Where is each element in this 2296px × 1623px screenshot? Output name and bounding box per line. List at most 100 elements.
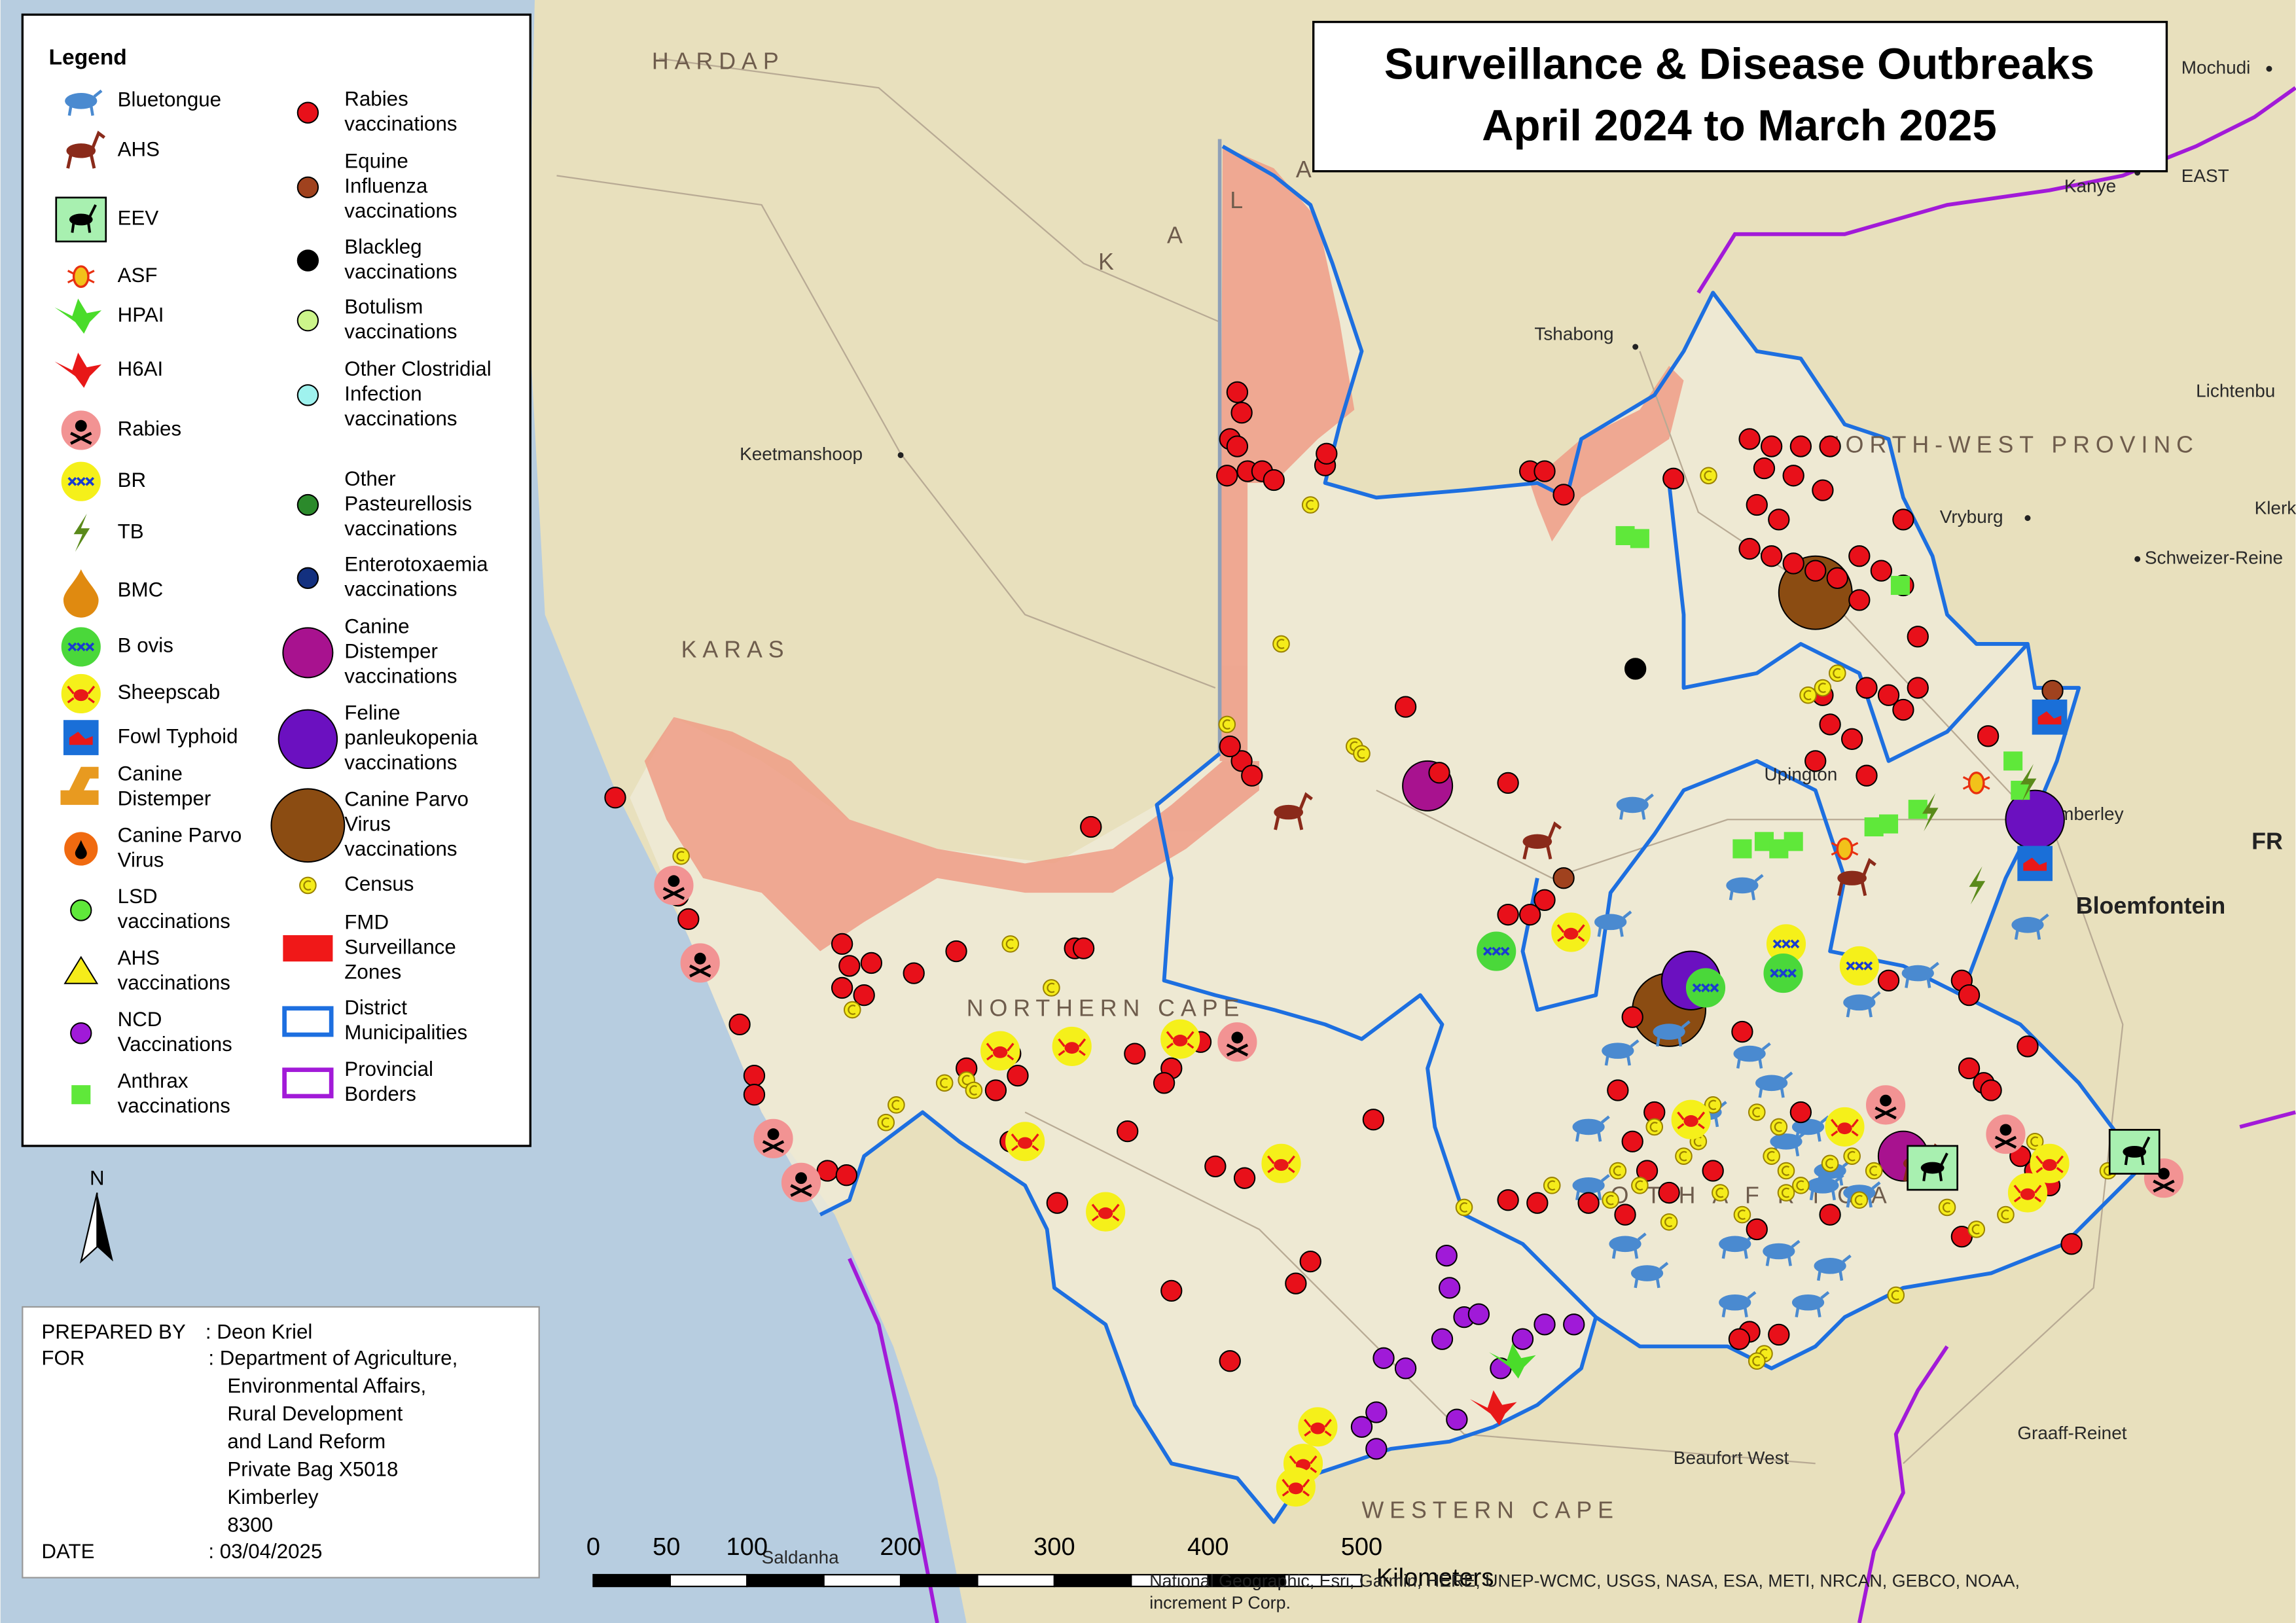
symbol bbox=[1748, 1352, 1766, 1370]
symbol-mark bbox=[1942, 1202, 1951, 1213]
map-marker bbox=[1731, 1020, 1753, 1043]
symbol-mark bbox=[2037, 711, 2062, 724]
symbol bbox=[1272, 635, 1290, 653]
symbol-mark bbox=[1166, 1031, 1194, 1049]
map-marker bbox=[2026, 1132, 2044, 1150]
symbol-mark bbox=[1922, 1152, 1948, 1181]
symbol bbox=[1204, 1155, 1227, 1177]
symbol-mark bbox=[1710, 983, 1719, 993]
legend-label: vaccinations bbox=[344, 407, 457, 430]
map-marker bbox=[860, 952, 883, 974]
map-marker bbox=[1563, 1313, 1585, 1336]
symbol bbox=[1755, 1075, 1788, 1092]
legend-label: AHS bbox=[118, 138, 160, 161]
map-marker bbox=[1768, 508, 1790, 531]
symbol bbox=[2017, 1035, 2039, 1058]
symbol-mark bbox=[1564, 927, 1579, 940]
symbol-mark bbox=[1847, 1150, 1856, 1162]
symbol-mark bbox=[1816, 1254, 1852, 1281]
symbol bbox=[1887, 1286, 1905, 1304]
symbol bbox=[1770, 1133, 1803, 1150]
symbol bbox=[1804, 560, 1827, 582]
legend-label: vaccinations bbox=[344, 751, 457, 774]
symbol bbox=[1046, 1192, 1069, 1214]
map-marker bbox=[1602, 1191, 1619, 1209]
town-dot bbox=[2134, 556, 2141, 562]
legend-label: ASF bbox=[118, 264, 158, 287]
symbol-mark bbox=[1837, 1122, 1852, 1135]
map-marker bbox=[1675, 1147, 1693, 1165]
map-marker bbox=[1977, 725, 2000, 747]
credit-value: and Land Reform bbox=[227, 1430, 386, 1453]
map-markers bbox=[604, 381, 2184, 1507]
symbol bbox=[1350, 1416, 1373, 1438]
map-marker bbox=[1662, 467, 1685, 490]
symbol-mark bbox=[71, 204, 97, 233]
map-marker bbox=[1877, 684, 1900, 706]
symbol bbox=[1602, 1043, 1634, 1059]
district-border bbox=[819, 145, 2154, 1524]
provincial-border bbox=[2239, 1110, 2296, 1129]
legend: Legend Bluetongue AHS EEV ASF HPAI H6AI Rabies… bbox=[21, 13, 531, 1147]
town-dot bbox=[897, 452, 904, 458]
symbol bbox=[1892, 698, 1914, 721]
region-label: HARDAP bbox=[652, 48, 785, 75]
map-marker bbox=[1843, 1147, 1861, 1165]
north-label: N bbox=[90, 1167, 105, 1190]
symbol-mark bbox=[76, 642, 86, 652]
symbol-mark bbox=[1971, 1224, 1980, 1235]
symbol-mark bbox=[1787, 969, 1797, 978]
symbol bbox=[1738, 428, 1761, 450]
place-labels: HARDAP Keetmanshoop KARAS K A L A Tshabong Mochu… bbox=[652, 48, 2296, 1567]
map-marker bbox=[1552, 484, 1575, 506]
legend-label: AHS bbox=[118, 946, 160, 969]
fmd-zone bbox=[644, 717, 1259, 952]
legend-label: Census bbox=[344, 872, 414, 895]
symbol-mark bbox=[1310, 1422, 1325, 1435]
symbol bbox=[1263, 469, 1285, 491]
symbol-mark bbox=[676, 851, 685, 862]
town-label: FR bbox=[2251, 829, 2283, 855]
map-marker bbox=[1792, 1177, 1810, 1194]
symbol-mark bbox=[891, 1099, 900, 1111]
symbol bbox=[672, 847, 690, 865]
region-label: KARAS bbox=[681, 637, 790, 663]
town-label: EAST bbox=[2181, 166, 2229, 186]
legend-label: TB bbox=[118, 520, 144, 543]
symbol-mark bbox=[1357, 748, 1365, 759]
symbol bbox=[1117, 1120, 1139, 1143]
map-marker bbox=[1274, 792, 1313, 830]
map-marker bbox=[781, 1162, 821, 1202]
symbol bbox=[1365, 1401, 1388, 1423]
symbol-mark bbox=[1575, 1173, 1610, 1201]
symbol bbox=[1522, 834, 1552, 849]
symbol bbox=[1511, 1328, 1534, 1350]
symbol-mark bbox=[1803, 690, 1812, 701]
symbol-mark bbox=[1920, 1162, 1945, 1174]
symbol-mark bbox=[1091, 1204, 1120, 1222]
symbol-mark bbox=[67, 685, 96, 704]
town-dot bbox=[2024, 515, 2031, 522]
map-marker bbox=[1821, 1154, 1839, 1173]
map-marker bbox=[1316, 442, 1338, 465]
legend-label: Vaccinations bbox=[118, 1033, 232, 1056]
symbol-mark bbox=[1611, 1232, 1647, 1259]
map-marker bbox=[1616, 793, 1654, 820]
map-marker bbox=[1534, 889, 1556, 911]
symbol bbox=[838, 955, 861, 977]
legend-label: vaccinations bbox=[344, 517, 457, 540]
symbol-mark bbox=[1729, 874, 1764, 901]
map-marker bbox=[1572, 1173, 1610, 1201]
map-marker bbox=[1738, 428, 1761, 450]
map-marker bbox=[1153, 1072, 1175, 1094]
scale-segment bbox=[669, 1574, 748, 1588]
map-marker bbox=[743, 1084, 766, 1106]
symbol bbox=[1856, 764, 1878, 787]
map-marker bbox=[1241, 764, 1263, 787]
map-marker bbox=[1497, 903, 1519, 926]
symbol-mark bbox=[1781, 1166, 1790, 1176]
map-marker bbox=[1997, 1205, 2015, 1224]
symbol bbox=[1594, 914, 1627, 931]
